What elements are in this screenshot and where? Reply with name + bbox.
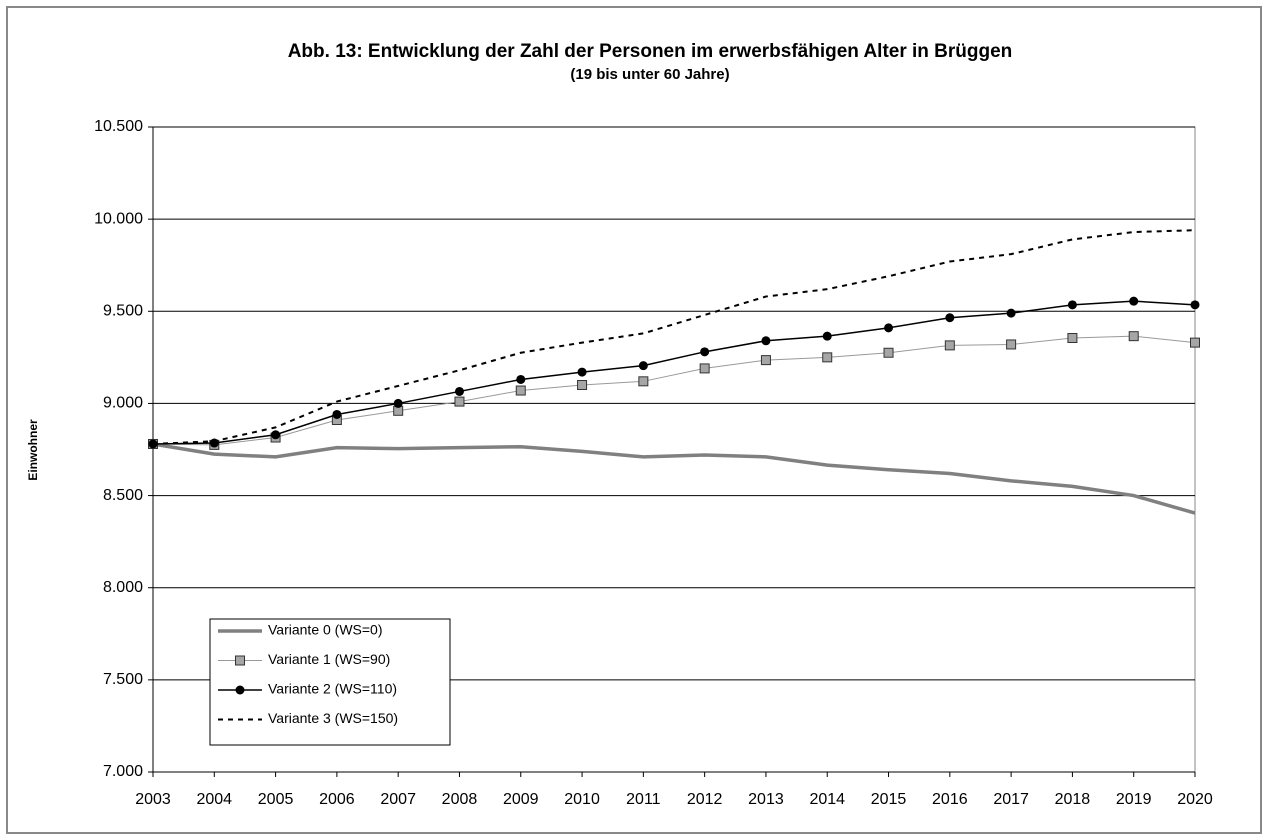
series-line <box>152 229 1196 445</box>
legend-label: Variante 1 (WS=90) <box>268 651 390 667</box>
marker <box>515 385 526 396</box>
marker <box>944 340 955 351</box>
x-tick-label: 2003 <box>135 791 171 808</box>
x-tick-label: 2011 <box>626 791 661 808</box>
series-line <box>152 335 1196 446</box>
x-tick-label: 2007 <box>380 791 416 808</box>
chart-subtitle: (19 bis unter 60 Jahre) <box>570 66 729 83</box>
x-tick-label: 2009 <box>503 791 539 808</box>
chart-title: Abb. 13: Entwicklung der Zahl der Person… <box>288 41 1013 62</box>
marker <box>1006 308 1016 318</box>
y-axis-label: Einwohner <box>26 419 40 481</box>
x-tick-label: 2005 <box>258 791 294 808</box>
y-tick-label: 9.000 <box>103 395 143 412</box>
marker <box>454 386 464 396</box>
marker <box>822 331 832 341</box>
x-tick-label: 2006 <box>319 791 355 808</box>
x-tick-label: 2012 <box>687 791 723 808</box>
y-tick-label: 10.500 <box>94 118 143 135</box>
marker <box>1067 333 1078 344</box>
x-tick-label: 2019 <box>1116 791 1152 808</box>
marker <box>945 313 955 323</box>
marker <box>393 398 403 408</box>
x-tick-label: 2015 <box>871 791 907 808</box>
marker <box>235 655 245 666</box>
legend-label: Variante 3 (WS=150) <box>268 710 398 726</box>
marker <box>577 367 587 377</box>
marker <box>884 323 894 333</box>
marker <box>235 685 245 695</box>
series-line <box>152 442 1196 515</box>
marker <box>1190 300 1200 310</box>
marker <box>454 396 465 407</box>
y-tick-label: 8.000 <box>103 579 143 596</box>
legend-label: Variante 2 (WS=110) <box>268 681 397 697</box>
legend-label: Variante 0 (WS=0) <box>268 622 383 638</box>
marker <box>516 374 526 384</box>
x-tick-label: 2004 <box>196 791 232 808</box>
marker <box>1129 296 1139 306</box>
marker <box>638 361 648 371</box>
marker <box>271 430 281 440</box>
x-tick-label: 2016 <box>932 791 968 808</box>
legend-box <box>209 618 451 746</box>
series-line <box>152 300 1196 445</box>
y-tick-label: 7.000 <box>103 763 143 780</box>
x-tick-label: 2010 <box>564 791 600 808</box>
y-tick-label: 10.000 <box>94 210 143 227</box>
x-tick-label: 2020 <box>1177 791 1213 808</box>
marker <box>760 355 771 366</box>
marker <box>883 347 894 358</box>
x-tick-label: 2008 <box>442 791 478 808</box>
marker <box>638 376 649 387</box>
marker <box>1190 337 1200 348</box>
marker <box>699 363 710 374</box>
marker <box>1128 331 1139 342</box>
marker <box>761 336 771 346</box>
marker <box>822 352 833 363</box>
y-tick-label: 8.500 <box>103 487 143 504</box>
y-tick-label: 9.500 <box>103 303 143 320</box>
marker <box>577 380 588 390</box>
marker <box>700 347 710 357</box>
marker <box>1006 339 1017 350</box>
legend: Variante 0 (WS=0) Variante 1 (WS=90) Varia… <box>209 618 451 746</box>
marker <box>332 409 342 419</box>
x-tick-label: 2018 <box>1055 791 1091 808</box>
x-tick-label: 2017 <box>993 791 1029 808</box>
marker <box>1067 300 1077 310</box>
x-tick-label: 2014 <box>809 791 845 808</box>
y-tick-label: 7.500 <box>103 671 143 688</box>
x-tick-label: 2013 <box>748 791 784 808</box>
